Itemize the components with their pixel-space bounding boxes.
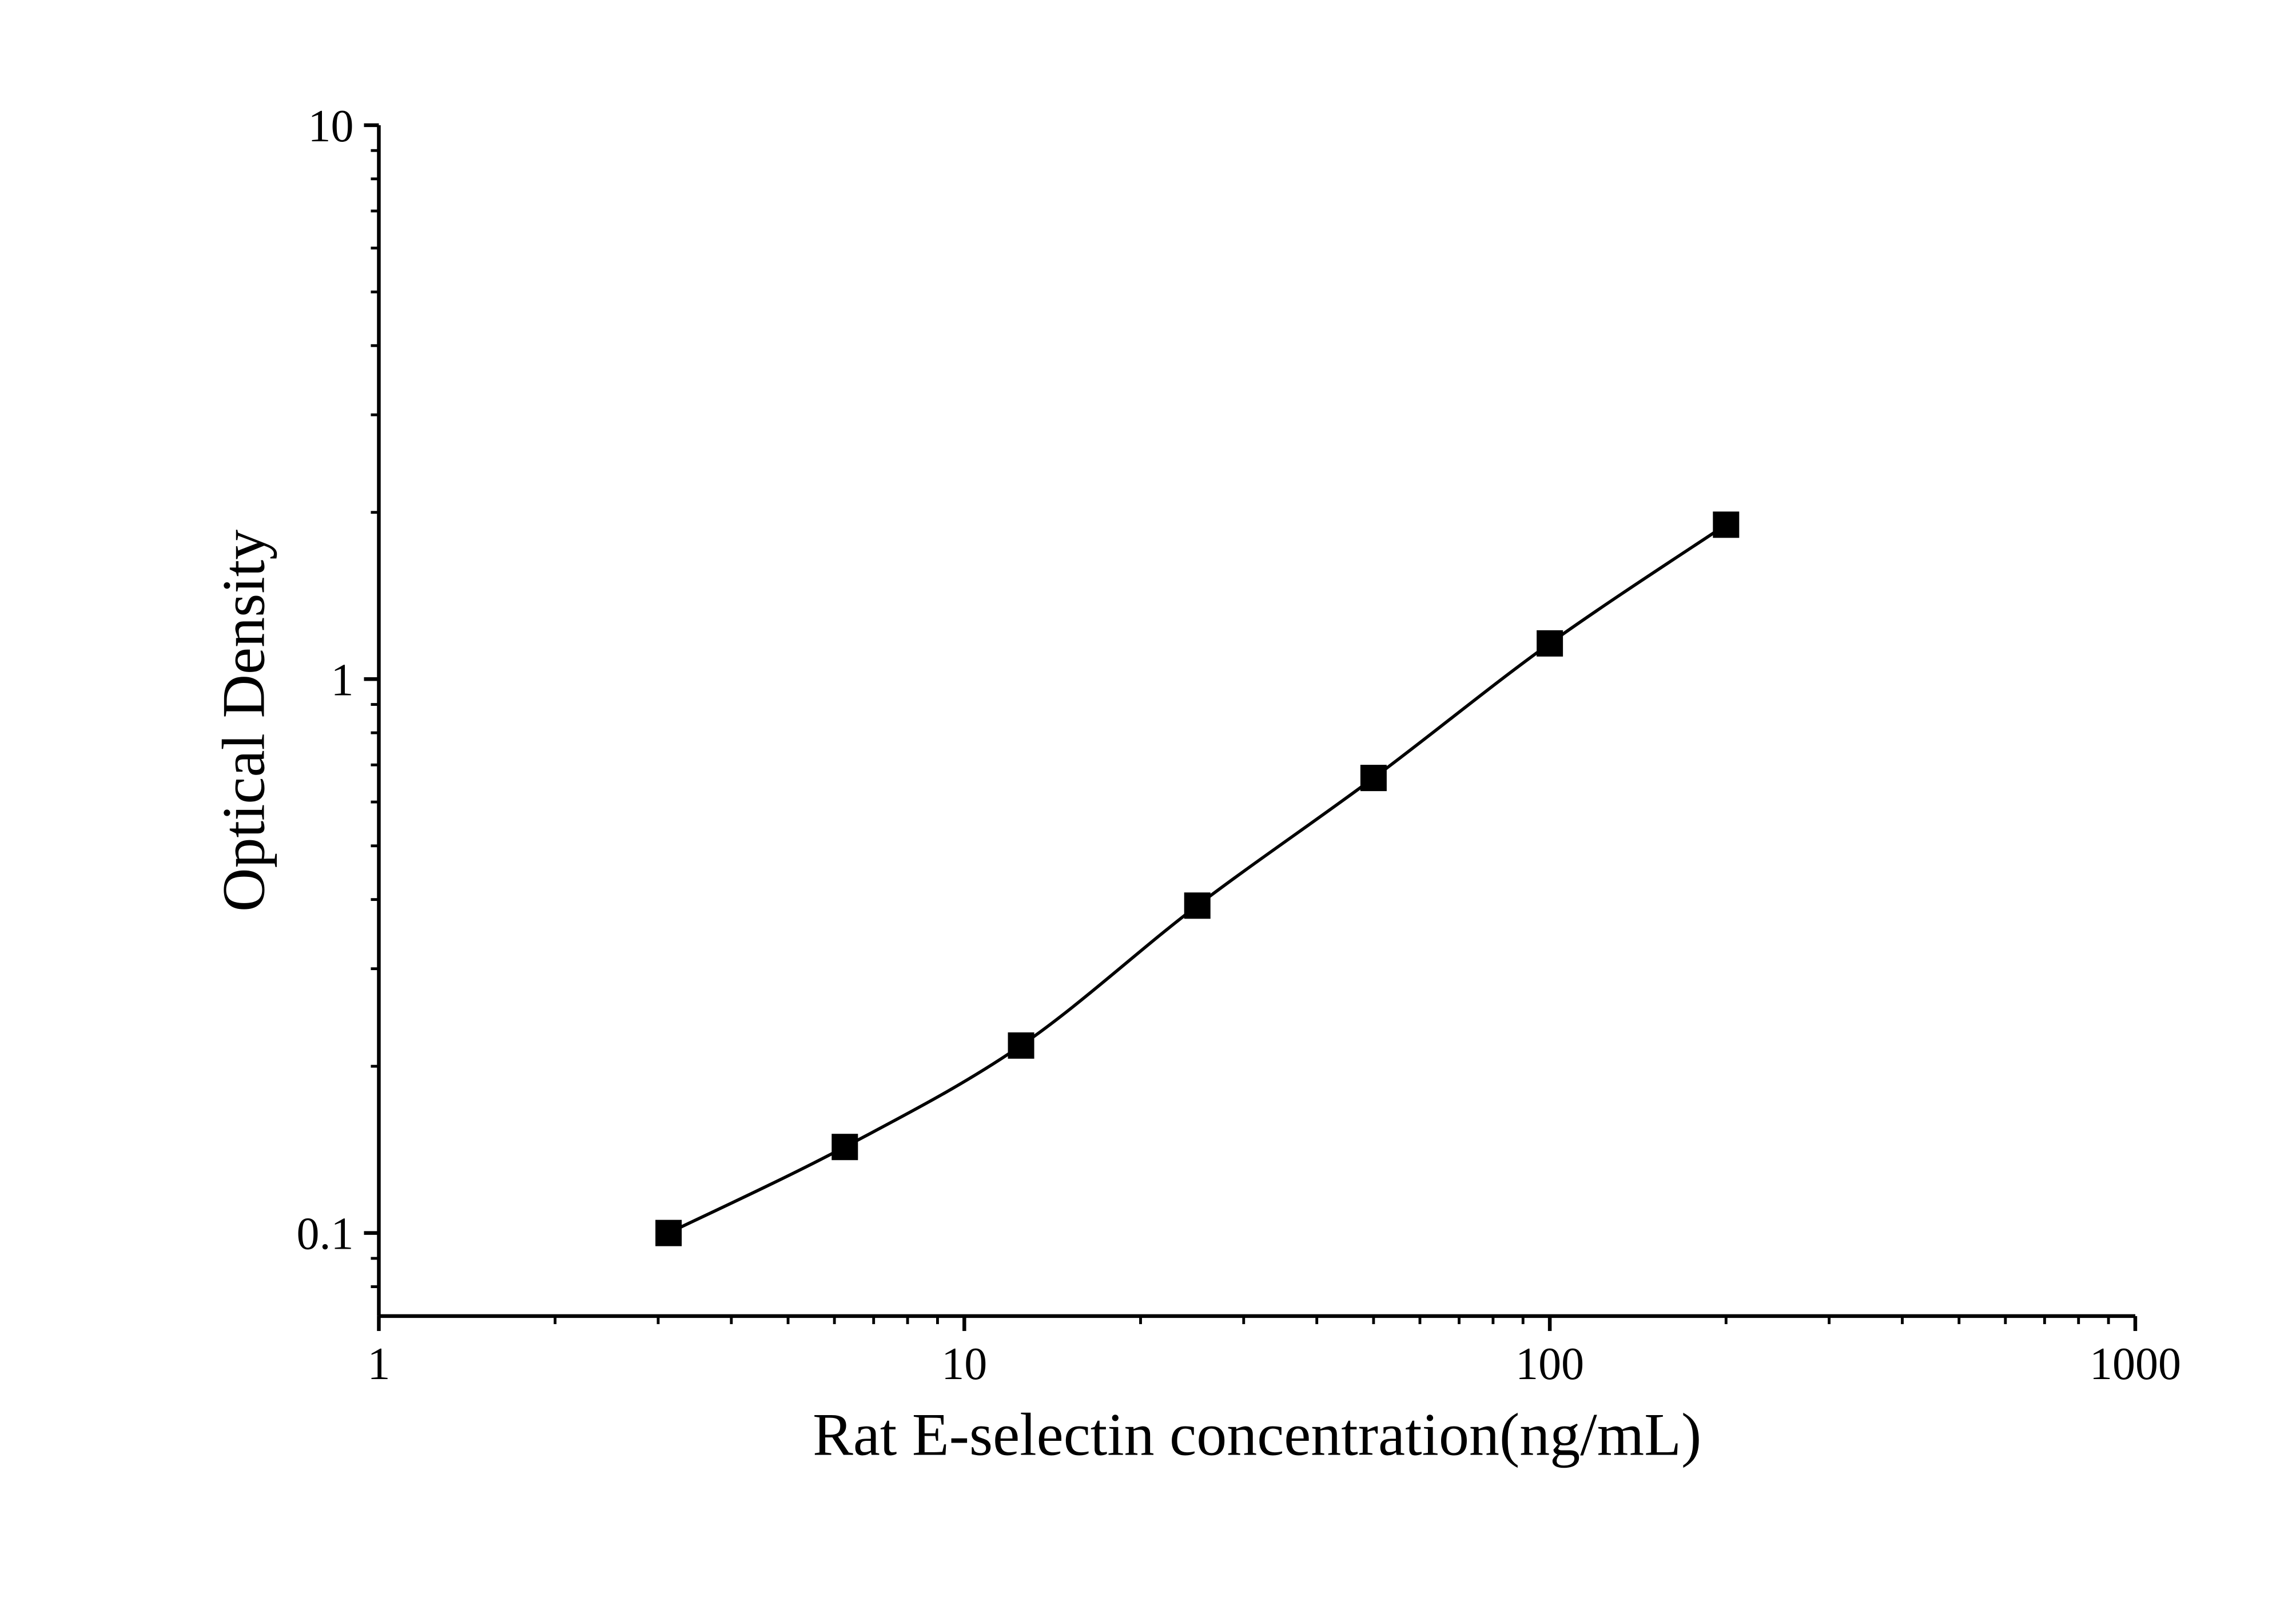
y-tick-label: 0.1: [296, 1209, 353, 1260]
x-tick-label: 100: [1515, 1339, 1584, 1389]
loglog-chart: 1 10 100 1000 0.1 1 10 Rat E-selectin concentra…: [0, 0, 2296, 1605]
data-marker: [1713, 511, 1739, 538]
x-axis-label: Rat E-selectin concentration(ng/mL): [813, 1401, 1701, 1468]
data-marker: [1184, 892, 1211, 919]
data-marker: [655, 1220, 682, 1246]
data-marker: [831, 1134, 858, 1160]
x-tick-label: 1: [367, 1339, 390, 1389]
data-marker: [1008, 1032, 1034, 1059]
y-tick-label: 10: [308, 101, 353, 152]
y-axis-label: Optical Density: [210, 530, 277, 912]
data-marker: [1537, 630, 1563, 657]
chart-container: 1 10 100 1000 0.1 1 10 Rat E-selectin concentra…: [0, 0, 2296, 1605]
y-tick-label: 1: [331, 655, 353, 705]
x-tick-label: 10: [941, 1339, 987, 1389]
data-marker: [1360, 765, 1387, 791]
x-tick-label: 1000: [2090, 1339, 2181, 1389]
